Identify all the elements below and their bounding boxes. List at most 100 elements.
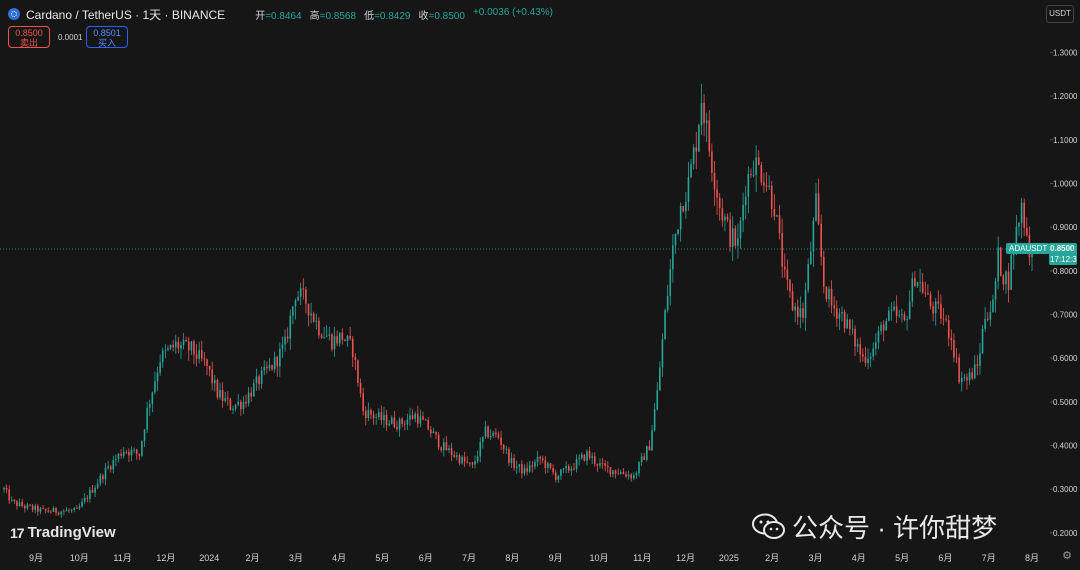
candle-body [630,474,633,479]
candle-body [26,504,29,509]
candle-body [234,404,237,409]
candle-body [362,393,364,411]
candle-body [518,464,521,467]
tradingview-logo[interactable]: 17 TradingView [10,524,116,541]
candle-body [229,399,232,410]
buy-button[interactable]: 0.8501 买入 [86,26,128,48]
candle-body [802,308,804,318]
candle-body [16,501,18,507]
candle-body [182,339,185,345]
watermark: 公众号 · 许你甜梦 [752,508,997,545]
x-tick-label: 9月 [29,553,43,563]
candle-body [836,308,838,319]
candle-body [580,454,583,459]
candle-body [674,233,677,246]
low-label: 低 [364,10,375,22]
candle-body [966,377,968,381]
gear-icon[interactable]: ⚙ [1062,550,1072,562]
sell-button[interactable]: 0.8500 卖出 [8,26,50,48]
candle-body [276,356,279,367]
candle-body [770,185,773,209]
y-tick-label: 0.4000 [1053,442,1078,451]
candle-body [351,338,354,357]
candle-body [659,367,661,391]
candle-body [669,269,672,296]
candle-body [627,474,630,477]
candle-body [591,456,593,458]
high-value: =0.8568 [319,10,357,22]
candle-body [744,196,747,206]
candle-body [929,294,932,307]
candle-body [606,465,609,468]
candle-body [336,336,338,344]
candle-body [42,508,44,510]
candle-body [294,300,297,307]
candle-body [687,176,690,202]
candle-body [547,463,549,469]
candle-body [955,357,958,358]
x-tick-label: 7月 [462,553,476,563]
candle-body [354,356,357,361]
candle-body [484,426,487,437]
candle-body [1025,227,1028,236]
y-tick-label: 0.8000 [1053,267,1078,276]
candle-body [458,455,461,464]
open-label: 开 [255,10,266,22]
candle-body [250,392,253,397]
candle-body [172,344,174,348]
candle-body [39,508,42,512]
candle-body [812,220,815,252]
candle-body [372,414,375,418]
candle-body [617,473,619,475]
x-tick-label: 8月 [1025,553,1039,563]
candle-body [305,289,307,304]
candle-body [255,376,258,384]
brand-text: TradingView [27,524,116,541]
candle-body [424,419,427,421]
candle-body [456,455,458,457]
x-tick-label: 12月 [156,553,175,563]
candle-body [398,418,401,430]
candle-body [99,475,102,484]
candle-body [508,449,510,463]
candle-body [791,291,794,311]
candle-body [908,301,911,320]
y-tick-label: 0.2000 [1053,529,1078,538]
candle-body [1015,226,1018,251]
symbol-title[interactable]: Cardano / TetherUS · 1天 · BINANCE [26,7,226,22]
candle-body [583,454,586,461]
candle-body [133,449,135,451]
candle-body [843,311,846,329]
candle-body [869,356,872,359]
candle-body [562,468,565,470]
candle-body [312,313,315,322]
candle-body [620,472,622,474]
y-tick-label: 1.3000 [1053,48,1078,57]
x-tick-label: 5月 [895,553,909,563]
candle-body [609,467,612,475]
candle-body [849,319,851,329]
x-tick-label: 2月 [765,553,779,563]
x-tick-label: 11月 [113,553,131,563]
candle-body [539,456,541,459]
candle-body [227,398,229,400]
candle-body [963,377,966,379]
candle-body [875,342,877,349]
candle-body [146,407,148,430]
candle-body [979,353,981,366]
candle-body [52,508,55,512]
candle-body [94,487,96,493]
x-tick-label: 9月 [549,553,563,563]
candle-body [8,489,11,501]
y-tick-label: 0.3000 [1053,485,1078,494]
candle-body [380,412,383,421]
x-tick-label: 10月 [70,553,89,563]
candle-body [846,319,849,329]
currency-button[interactable]: USDT [1046,5,1074,23]
candle-body [856,344,859,347]
candle-body [156,372,159,382]
x-tick-label: 8月 [505,553,519,563]
candle-body [318,320,320,336]
candle-body [911,278,914,302]
